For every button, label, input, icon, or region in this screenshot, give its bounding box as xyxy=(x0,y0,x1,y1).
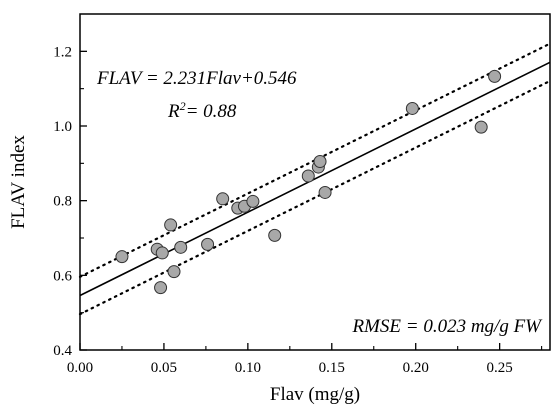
data-point xyxy=(246,194,260,208)
x-tick-label: 0.25 xyxy=(487,360,513,376)
r-squared-label: R2= 0.88 xyxy=(167,99,237,122)
x-tick-label: 0.15 xyxy=(319,360,345,376)
data-point xyxy=(474,120,488,134)
regression-line xyxy=(79,61,551,297)
data-point xyxy=(164,218,178,232)
data-point xyxy=(268,228,282,242)
y-tick-label: 1.0 xyxy=(53,119,72,135)
plot-frame xyxy=(79,13,551,351)
x-tick-label: 0.00 xyxy=(67,360,93,376)
y-tick-label: 0.4 xyxy=(53,343,72,359)
y-tick-label: 0.6 xyxy=(53,268,72,284)
data-point xyxy=(167,265,181,279)
fit-line xyxy=(79,61,551,297)
data-point xyxy=(154,281,168,295)
regression-equation: FLAV = 2.231Flav+0.546 xyxy=(96,68,297,89)
data-point xyxy=(216,192,230,206)
r2-prefix: R xyxy=(167,101,180,122)
x-tick-label: 0.05 xyxy=(151,360,177,376)
data-point xyxy=(301,169,315,183)
data-points xyxy=(115,69,502,295)
y-tick-label: 1.2 xyxy=(53,44,72,60)
x-tick-label: 0.10 xyxy=(235,360,261,376)
data-point xyxy=(115,250,129,264)
x-axis-ticks: 0.00 0.05 0.10 0.15 0.20 0.25 xyxy=(67,343,543,376)
r2-value: = 0.88 xyxy=(186,101,237,122)
data-point xyxy=(488,69,502,83)
y-axis-ticks: 0.4 0.6 0.8 1.0 1.2 xyxy=(53,44,87,359)
y-tick-label: 0.8 xyxy=(53,194,72,210)
x-axis-title: Flav (mg/g) xyxy=(270,384,360,405)
data-point xyxy=(405,101,419,115)
data-point xyxy=(313,154,327,168)
r2-exponent: 2 xyxy=(180,99,186,113)
y-axis-title: FLAV index xyxy=(8,135,29,229)
x-tick-label: 0.20 xyxy=(403,360,429,376)
data-point xyxy=(318,185,332,199)
rmse-label: RMSE = 0.023 mg/g FW xyxy=(351,316,543,337)
data-point xyxy=(201,237,215,251)
data-point xyxy=(174,240,188,254)
lower-band-line xyxy=(78,79,551,316)
data-point xyxy=(155,246,169,260)
